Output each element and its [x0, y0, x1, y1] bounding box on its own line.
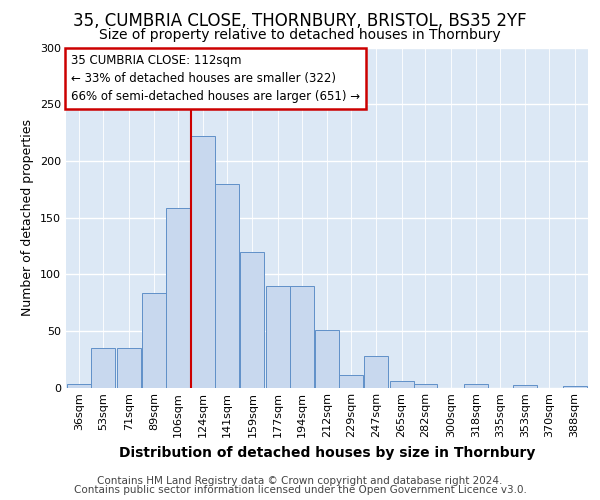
Bar	[116, 348, 140, 388]
Bar	[413, 384, 437, 388]
Bar	[241, 252, 265, 388]
Bar	[464, 384, 488, 388]
Bar	[67, 384, 91, 388]
Bar	[339, 375, 363, 388]
Bar	[514, 385, 538, 388]
Text: 35 CUMBRIA CLOSE: 112sqm
← 33% of detached houses are smaller (322)
66% of semi-: 35 CUMBRIA CLOSE: 112sqm ← 33% of detach…	[71, 54, 361, 104]
Bar	[191, 136, 215, 388]
Bar	[166, 208, 190, 388]
Bar	[91, 348, 115, 388]
Bar	[290, 286, 314, 388]
Text: Size of property relative to detached houses in Thornbury: Size of property relative to detached ho…	[99, 28, 501, 42]
Text: Contains public sector information licensed under the Open Government Licence v3: Contains public sector information licen…	[74, 485, 526, 495]
Text: 35, CUMBRIA CLOSE, THORNBURY, BRISTOL, BS35 2YF: 35, CUMBRIA CLOSE, THORNBURY, BRISTOL, B…	[73, 12, 527, 30]
Bar	[266, 286, 290, 388]
Y-axis label: Number of detached properties: Number of detached properties	[22, 119, 34, 316]
Bar	[389, 380, 413, 388]
Bar	[142, 294, 166, 388]
Bar	[563, 386, 587, 388]
Bar	[315, 330, 339, 388]
Bar	[215, 184, 239, 388]
X-axis label: Distribution of detached houses by size in Thornbury: Distribution of detached houses by size …	[119, 446, 535, 460]
Bar	[364, 356, 388, 388]
Text: Contains HM Land Registry data © Crown copyright and database right 2024.: Contains HM Land Registry data © Crown c…	[97, 476, 503, 486]
